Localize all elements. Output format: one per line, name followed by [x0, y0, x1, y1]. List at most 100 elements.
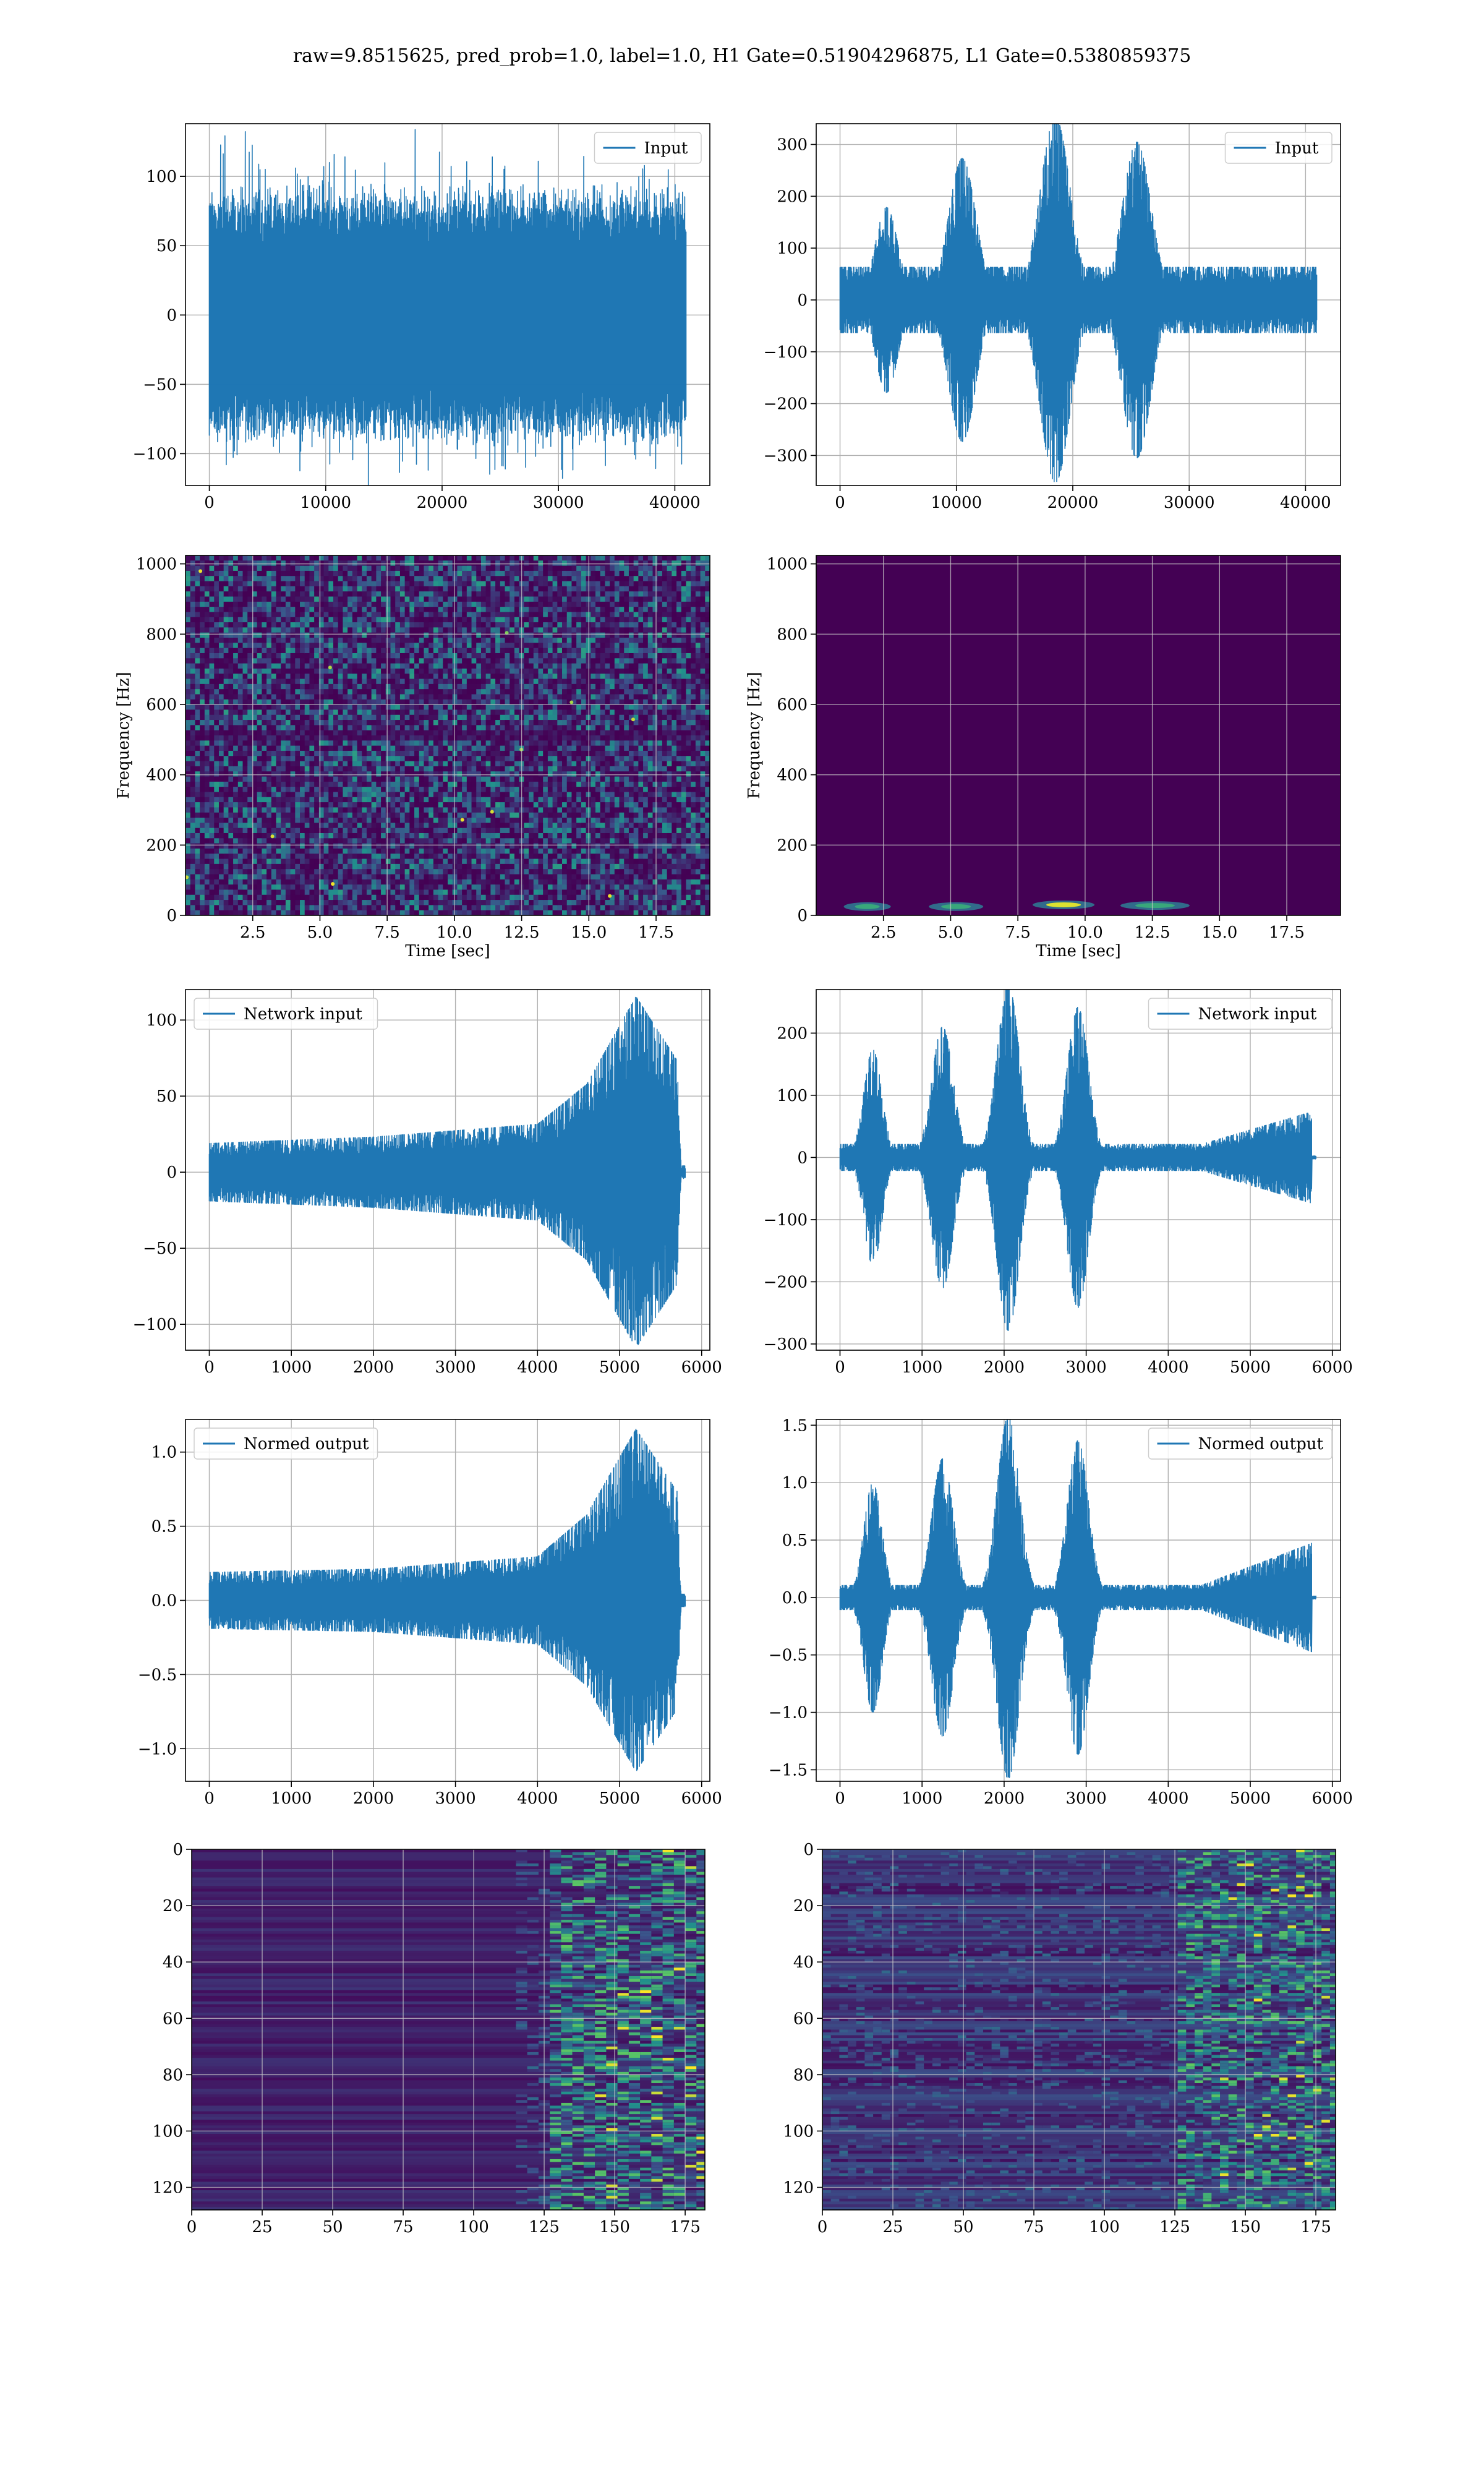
heatmap-cell: [267, 787, 272, 793]
heatmap-cell: [223, 714, 229, 721]
heatmap-cell: [228, 787, 234, 793]
heatmap-cell: [476, 848, 482, 854]
heatmap-cell: [390, 601, 396, 607]
heatmap-cell: [333, 658, 339, 664]
heatmap-cell: [448, 771, 453, 777]
heatmap-cell: [333, 802, 339, 808]
heatmap-cell: [214, 663, 220, 669]
heatmap-cell: [429, 663, 434, 669]
heatmap-cell: [438, 689, 443, 695]
heatmap-cell: [429, 622, 434, 628]
heatmap-cell: [285, 833, 291, 839]
heatmap-cell: [237, 858, 244, 865]
heatmap-cell: [471, 576, 477, 582]
heatmap-cell: [409, 818, 415, 823]
heatmap-cell: [195, 910, 200, 915]
heatmap-cell: [485, 586, 491, 592]
heatmap-cell: [304, 591, 310, 597]
heatmap-cell: [204, 812, 210, 818]
heatmap-cell: [323, 905, 329, 911]
heatmap-cell: [433, 570, 439, 576]
heatmap-cell: [223, 818, 229, 823]
heatmap-cell: [419, 683, 425, 690]
heatmap-cell: [190, 678, 196, 685]
heatmap-cell: [271, 714, 277, 721]
heatmap-cell: [433, 894, 439, 901]
heatmap-cell: [314, 745, 320, 751]
heatmap-cell: [300, 863, 305, 870]
heatmap-cell: [328, 704, 334, 711]
heatmap-cell: [304, 781, 310, 787]
heatmap-cell: [338, 745, 343, 751]
heatmap-cell: [480, 581, 487, 587]
heatmap-cell: [252, 725, 258, 731]
heatmap-cell: [328, 833, 334, 839]
heatmap-cell: [257, 776, 262, 782]
heatmap-cell: [485, 658, 491, 664]
heatmap-cell: [281, 787, 286, 793]
heatmap-cell: [328, 612, 334, 618]
heatmap-cell: [366, 581, 372, 587]
heatmap-cell: [290, 663, 296, 669]
heatmap-cell: [262, 622, 267, 628]
heatmap-cell: [476, 643, 482, 649]
heatmap-cell: [433, 648, 439, 654]
heatmap-cell: [290, 735, 296, 741]
heatmap-cell: [252, 601, 258, 607]
heatmap-cell: [271, 812, 277, 818]
heatmap-cell: [343, 643, 348, 649]
heatmap-cell: [385, 714, 391, 721]
heatmap-cell: [271, 632, 277, 638]
heatmap-cell: [476, 735, 482, 741]
heatmap-cell: [414, 658, 420, 664]
heatmap-cell: [514, 643, 520, 649]
heatmap-cell: [505, 818, 510, 823]
heatmap-cell: [281, 905, 286, 911]
heatmap-cell: [343, 627, 348, 633]
heatmap-cell: [395, 591, 401, 597]
heatmap-cell: [404, 735, 410, 741]
heatmap-cell: [323, 838, 329, 844]
heatmap-cell: [462, 622, 467, 628]
heatmap-cell: [357, 663, 362, 669]
heatmap-cell: [252, 812, 258, 818]
heatmap-cell: [409, 848, 415, 854]
heatmap-cell: [190, 704, 196, 711]
heatmap-cell: [514, 683, 520, 690]
heatmap-cell: [366, 638, 372, 643]
heatmap-cell: [404, 714, 410, 721]
heatmap-cell: [200, 648, 205, 654]
heatmap-cell: [233, 591, 239, 597]
heatmap-cell: [404, 787, 410, 793]
heatmap-cell: [333, 900, 339, 905]
heatmap-cell: [414, 674, 420, 680]
heatmap-cell: [195, 663, 200, 669]
heatmap-cell: [285, 823, 291, 829]
heatmap-cell: [352, 581, 358, 587]
heatmap-cell: [228, 858, 234, 865]
heatmap-cell: [381, 863, 386, 870]
heatmap-cell: [218, 776, 224, 782]
heatmap-cell: [314, 730, 320, 736]
heatmap-cell: [448, 668, 453, 674]
heatmap-cell: [242, 591, 248, 597]
heatmap-cell: [262, 771, 267, 777]
heatmap-cell: [381, 854, 386, 860]
heatmap-cell: [271, 622, 277, 628]
heatmap-cell: [195, 709, 200, 716]
heatmap-cell: [352, 823, 358, 829]
heatmap-cell: [495, 802, 501, 808]
heatmap-cell: [485, 694, 491, 700]
heatmap-cell: [271, 802, 277, 808]
heatmap-cell: [300, 683, 305, 690]
heatmap-cell: [510, 879, 515, 885]
heatmap-cell: [480, 570, 487, 576]
heatmap-cell: [276, 843, 281, 849]
heatmap-cell: [395, 570, 401, 576]
heatmap-cell: [376, 720, 382, 726]
heatmap-cell: [362, 709, 367, 716]
heatmap-cell: [281, 874, 286, 880]
heatmap-cell: [304, 884, 310, 891]
heatmap-cell: [204, 884, 210, 891]
heatmap-cell: [348, 689, 353, 695]
